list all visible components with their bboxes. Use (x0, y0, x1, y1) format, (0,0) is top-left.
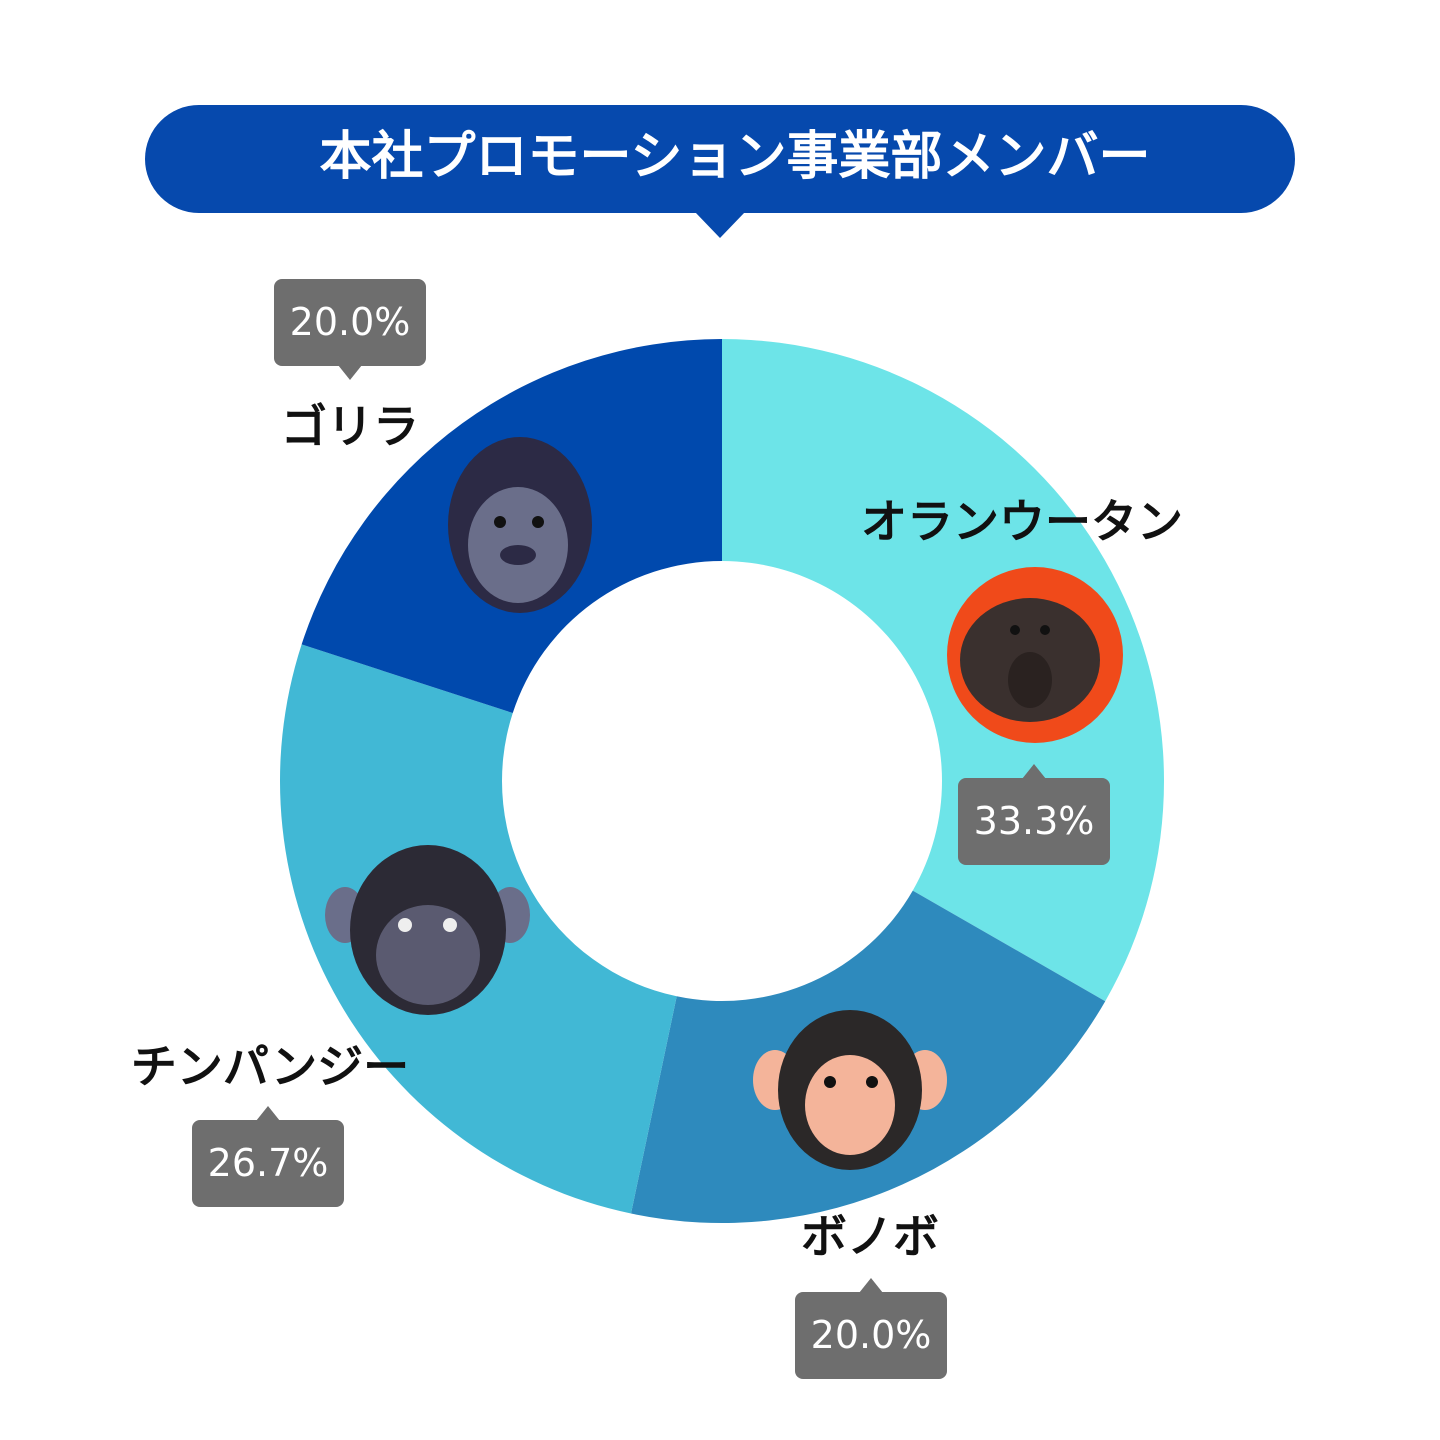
animal-faces (325, 437, 1123, 1170)
category-label: オランウータン (861, 495, 1183, 549)
value-box (795, 1292, 947, 1379)
orangutan-face (947, 567, 1123, 743)
value-box (192, 1120, 344, 1207)
value-label: 33.3% (974, 799, 1095, 843)
value-box-pointer (338, 365, 362, 380)
category-label: ボノボ (801, 1210, 939, 1264)
value-box-pointer (1022, 764, 1046, 779)
value-box (958, 778, 1110, 865)
title-banner: 本社プロモーション事業部メンバー (145, 105, 1295, 238)
gorilla-face (448, 437, 592, 613)
value-box (274, 279, 426, 366)
banner-pointer (695, 212, 745, 238)
chimpanzee-face (325, 845, 530, 1015)
value-label: 20.0% (811, 1313, 932, 1357)
bonobo-face (753, 1010, 947, 1170)
category-label: ゴリラ (281, 400, 419, 454)
value-box-pointer (859, 1278, 883, 1293)
value-label: 26.7% (208, 1141, 329, 1185)
category-label: チンパンジー (131, 1040, 409, 1094)
labels: オランウータン 33.3% ボノボ 20.0% チンパンジー 26.7% ゴリラ 20.0% (131, 279, 1183, 1379)
value-label: 20.0% (290, 300, 411, 344)
value-box-pointer (256, 1106, 280, 1121)
chart-title: 本社プロモーション事業部メンバー (320, 127, 1151, 187)
banner-bg (145, 105, 1295, 213)
